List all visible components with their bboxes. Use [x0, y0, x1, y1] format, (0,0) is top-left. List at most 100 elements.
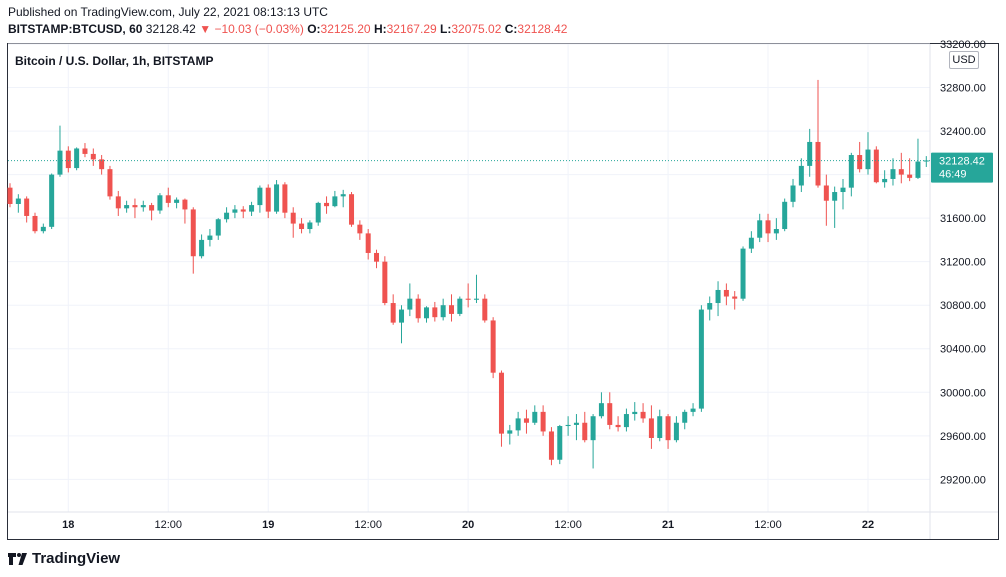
price-axis: 29200.00 29600.00 30000.00 30400.00 30800.00…	[940, 39, 986, 486]
candle-body	[382, 261, 388, 304]
price-tick-label: 30800.00	[940, 300, 986, 312]
change-value: −10.03 (−0.03%)	[214, 22, 304, 36]
candle-body	[815, 141, 821, 186]
candle-body	[415, 298, 421, 319]
candle-body	[782, 201, 788, 230]
candle-body	[532, 411, 538, 423]
brand-name: TradingView	[32, 550, 121, 567]
candle-body	[523, 418, 529, 423]
candle-body	[723, 289, 729, 297]
candle-body	[615, 424, 621, 428]
candle-body	[90, 153, 96, 160]
candle-body	[207, 235, 213, 240]
candle-body	[74, 148, 80, 169]
published-note: Published on TradingView.com, July 22, 2…	[8, 5, 328, 19]
candle-body	[798, 165, 804, 186]
candle-body	[274, 184, 280, 212]
time-tick-label: 22	[862, 519, 874, 531]
change-down-icon: ▼	[199, 22, 212, 36]
time-tick-label: 12:00	[754, 519, 782, 531]
candle-body	[565, 424, 571, 427]
currency-button[interactable]: USD	[949, 51, 979, 69]
candle-body	[807, 141, 813, 166]
candle-body	[315, 202, 321, 223]
last-price-tag-bg	[931, 152, 993, 183]
candle-body	[698, 309, 704, 409]
price-tick-label: 33200.00	[940, 39, 986, 51]
candle-body	[765, 220, 771, 234]
candle-body	[124, 205, 130, 209]
candle-body	[399, 309, 405, 323]
candle-body	[165, 195, 171, 203]
candle-body	[65, 150, 71, 169]
candle-body	[490, 320, 496, 373]
candle-body	[598, 403, 604, 417]
time-tick-label: 18	[62, 519, 74, 531]
tradingview-logo-icon	[8, 552, 27, 565]
candle-body	[632, 411, 638, 415]
candle-body	[498, 372, 504, 434]
candle-body	[857, 155, 863, 170]
candle-body	[582, 422, 588, 441]
candle-body	[440, 305, 446, 318]
time-tick-label: 12:00	[155, 519, 183, 531]
candle-body	[215, 219, 221, 236]
candle-body	[99, 159, 105, 170]
candle-body	[132, 205, 138, 208]
candle-body	[349, 194, 355, 225]
time-tick-label: 21	[662, 519, 674, 531]
price-tick-label: 29200.00	[940, 474, 986, 486]
candle-body	[623, 414, 629, 428]
candle-body	[848, 155, 854, 188]
countdown-label: 46:49	[939, 169, 967, 181]
price-tick-label: 30000.00	[940, 387, 986, 399]
candle-body	[548, 431, 554, 460]
candle-body	[732, 296, 738, 299]
low-label: L:	[440, 22, 452, 36]
tradingview-logo: TradingView	[8, 550, 120, 567]
candle-body	[557, 426, 563, 460]
candle-body	[865, 149, 871, 170]
candle-body	[107, 169, 113, 197]
candle-body	[573, 422, 579, 425]
candle-body	[7, 187, 13, 204]
candle-body	[448, 305, 454, 314]
candle-body	[32, 215, 38, 232]
candle-body	[915, 161, 921, 178]
candle-body	[507, 430, 513, 434]
candle-body	[157, 195, 163, 211]
candle-body	[190, 209, 196, 257]
last-price-tag-value: 32128.42	[939, 156, 985, 168]
candle-body	[840, 187, 846, 193]
candle-body	[24, 198, 30, 216]
candle-body	[240, 209, 246, 212]
chart-title: Bitcoin / U.S. Dollar, 1h, BITSTAMP	[15, 54, 214, 68]
candle-body	[390, 303, 396, 323]
candle-body	[357, 224, 363, 234]
close-label: C:	[504, 22, 518, 36]
candle-body	[149, 205, 155, 211]
time-tick-label: 20	[462, 519, 474, 531]
candle-body	[307, 222, 313, 230]
candle-body	[182, 199, 188, 210]
candle-body	[340, 194, 346, 197]
price-tick-label: 31600.00	[940, 213, 986, 225]
candle-body	[332, 196, 338, 207]
candle-body	[57, 150, 63, 175]
candle-body	[49, 174, 55, 227]
candle-body	[773, 229, 779, 234]
candle-body	[757, 220, 763, 238]
candle-body	[715, 289, 721, 304]
candle-body	[832, 192, 838, 201]
candle-body	[690, 408, 696, 412]
candle-body	[199, 239, 205, 257]
candle-body	[115, 196, 121, 209]
candle-body	[407, 298, 413, 310]
candle-body	[907, 174, 913, 178]
candle-body	[299, 223, 305, 230]
price-tick-label: 31200.00	[940, 257, 986, 269]
candle-body	[374, 252, 380, 262]
price-tick-label: 30400.00	[940, 344, 986, 356]
candle-body	[224, 212, 230, 220]
